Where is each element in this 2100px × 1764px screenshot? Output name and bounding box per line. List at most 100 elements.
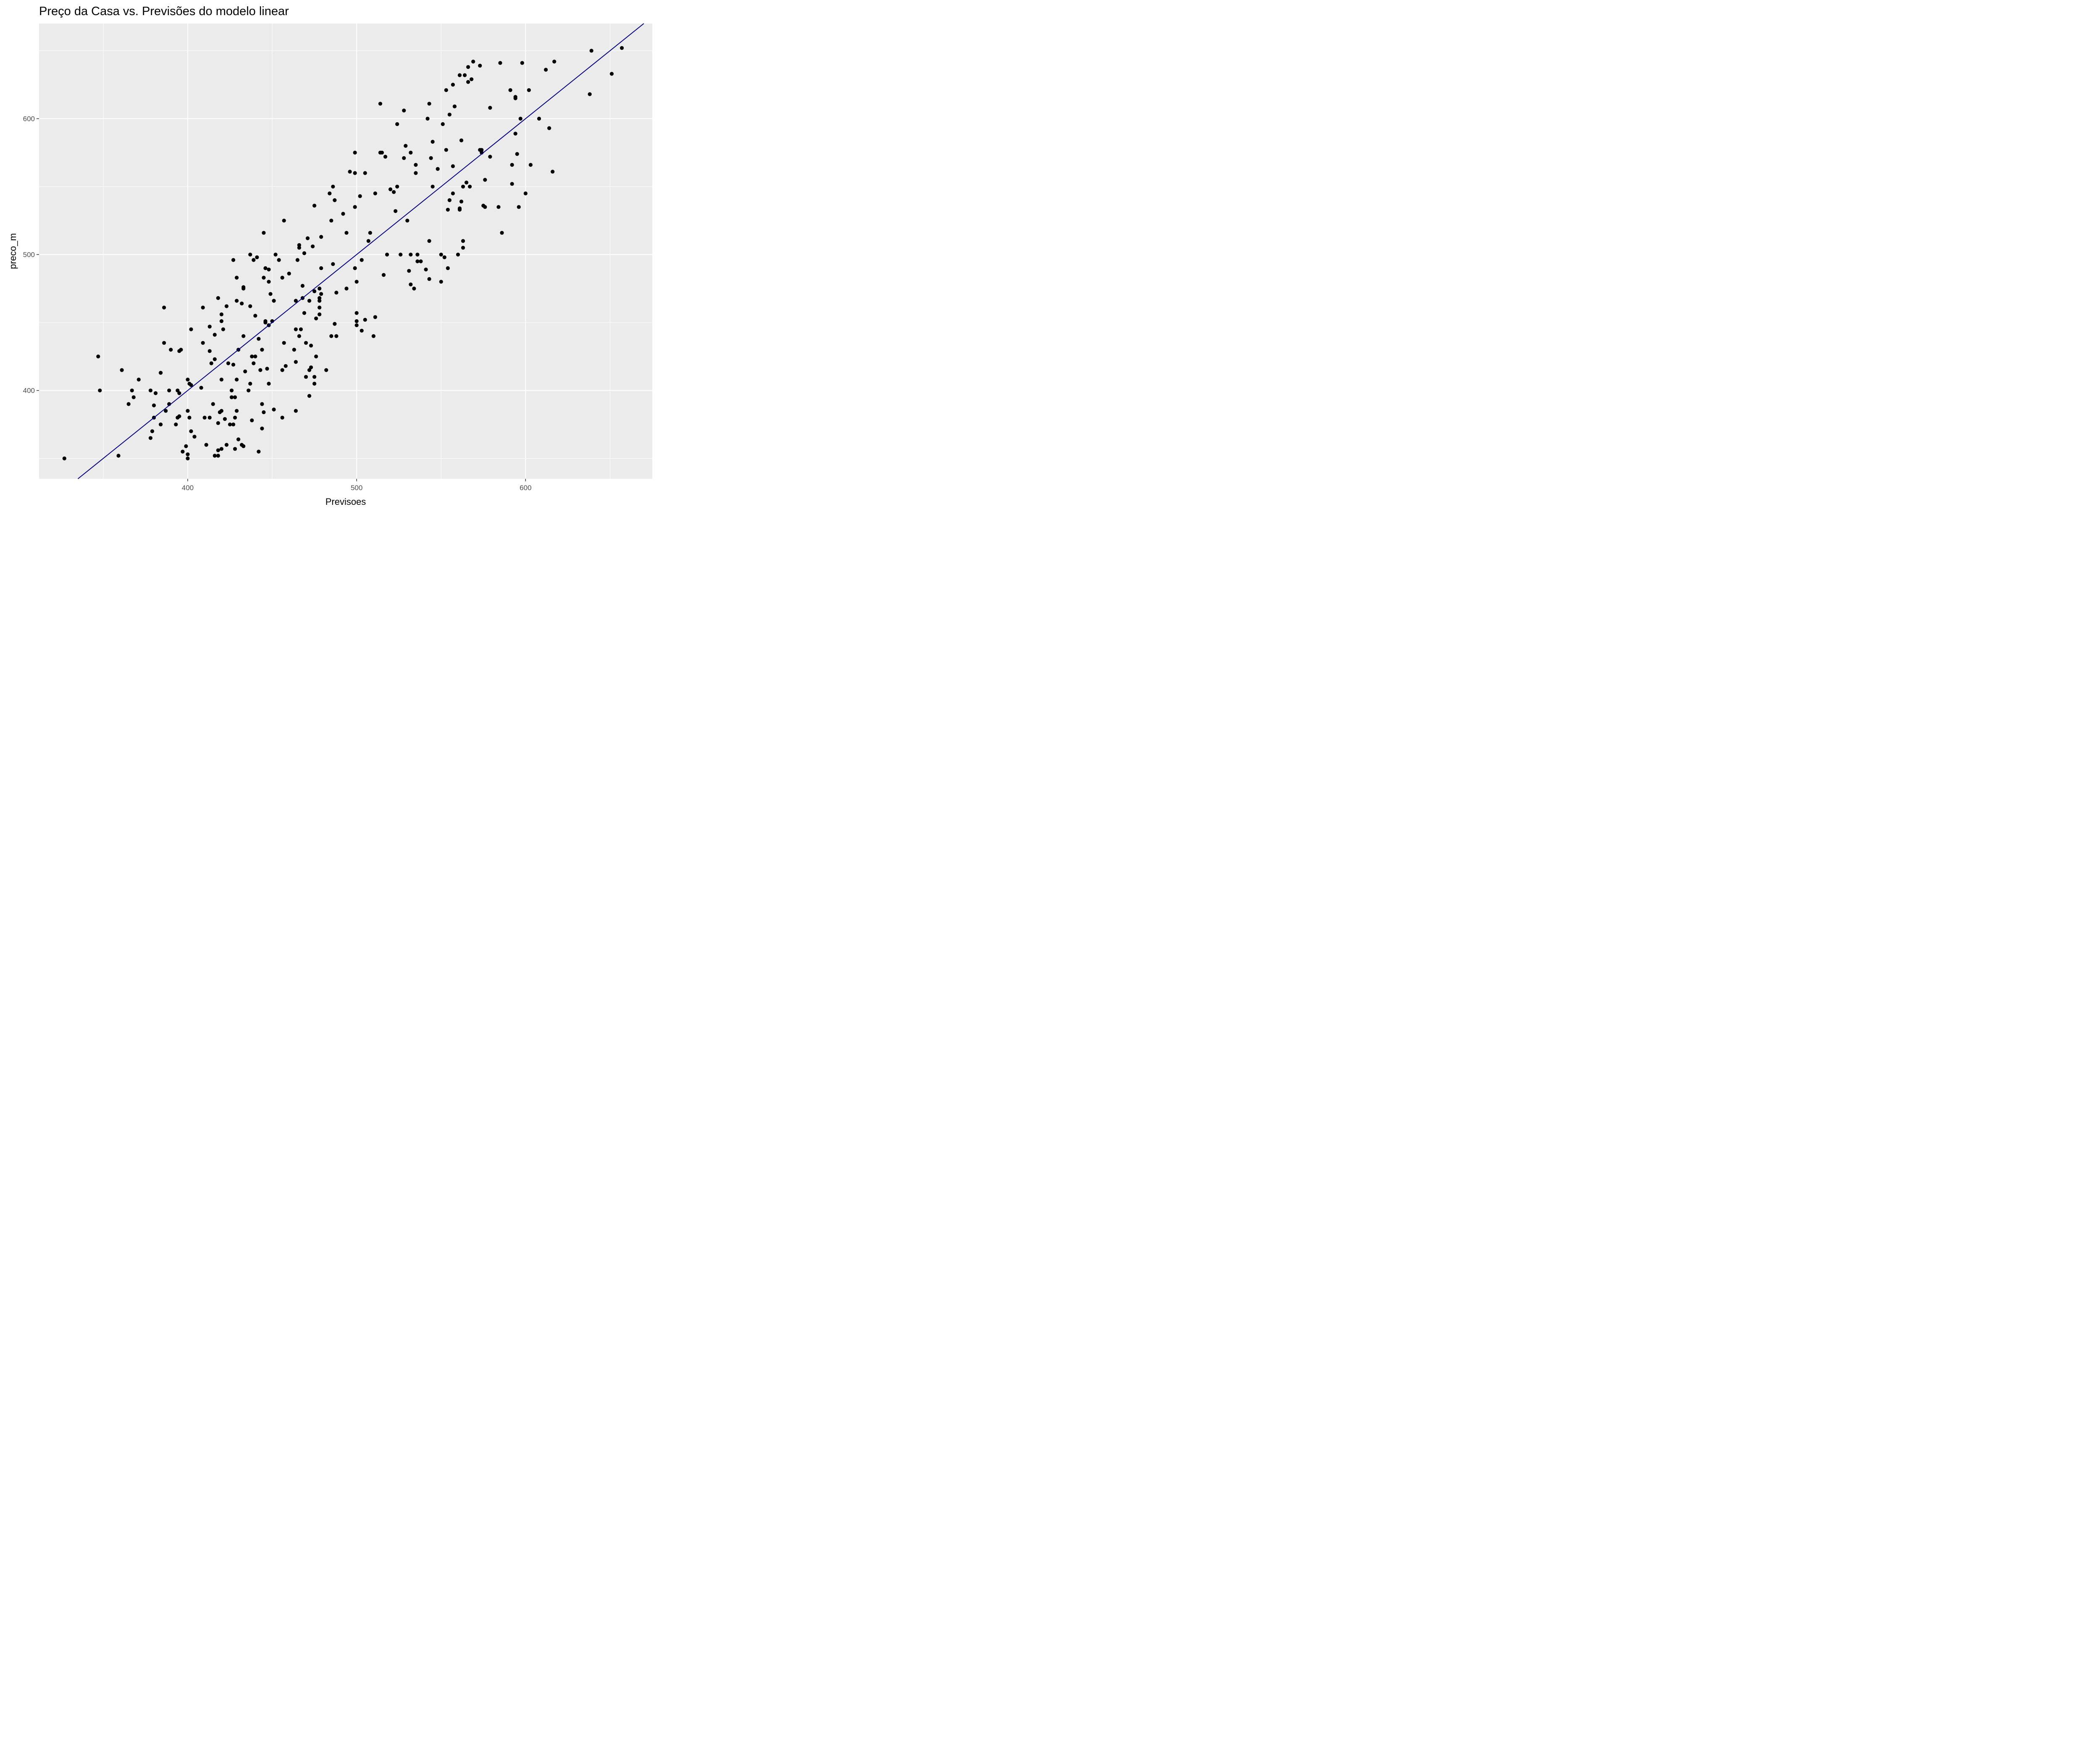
x-axis-title: Previsoes — [326, 496, 366, 507]
data-point — [394, 209, 398, 213]
data-point — [268, 292, 273, 296]
data-point — [319, 235, 323, 239]
data-point — [318, 296, 322, 300]
data-point — [312, 289, 317, 294]
data-point — [233, 447, 237, 451]
data-point — [480, 148, 484, 152]
data-point — [429, 156, 433, 160]
data-point — [344, 231, 349, 235]
data-point — [186, 456, 190, 461]
data-point — [333, 322, 337, 326]
data-point — [273, 252, 278, 257]
data-point — [415, 252, 420, 257]
data-point — [314, 316, 318, 320]
data-point — [216, 448, 220, 452]
data-point — [280, 415, 284, 420]
data-point — [528, 163, 533, 167]
data-point — [468, 184, 472, 189]
data-point — [496, 205, 501, 209]
data-point — [189, 429, 193, 433]
data-point — [456, 252, 460, 257]
x-axis: 400 500 600 — [182, 479, 532, 492]
data-point — [248, 381, 252, 386]
data-point — [231, 362, 236, 367]
data-point — [328, 191, 332, 196]
data-point — [219, 312, 223, 317]
data-point — [348, 170, 352, 174]
data-point — [470, 77, 474, 81]
data-point — [148, 436, 153, 440]
y-tick-label: 500 — [23, 251, 35, 259]
data-point — [62, 456, 66, 461]
data-point — [257, 337, 261, 341]
data-point — [427, 277, 431, 281]
data-point — [312, 204, 317, 208]
data-point — [451, 164, 455, 168]
y-axis: 400 500 600 — [23, 115, 39, 395]
scatter-chart: Preço da Casa vs. Previsões do modelo li… — [8, 5, 652, 507]
data-point — [219, 319, 223, 323]
data-point — [120, 368, 124, 372]
data-point — [169, 347, 173, 352]
data-point — [262, 231, 266, 235]
data-point — [354, 311, 359, 315]
data-point — [267, 280, 271, 284]
reference-line-path — [77, 23, 644, 479]
data-point — [260, 426, 264, 430]
data-point — [353, 150, 357, 155]
data-point — [247, 388, 251, 393]
data-point — [162, 341, 166, 345]
data-point — [229, 388, 234, 393]
data-point — [201, 305, 205, 310]
data-point — [252, 258, 256, 262]
data-point — [368, 231, 372, 235]
data-point — [425, 116, 430, 121]
data-point — [253, 314, 257, 318]
data-point — [515, 152, 519, 156]
data-point — [404, 144, 408, 148]
data-point — [280, 368, 284, 372]
data-point — [430, 184, 435, 189]
data-point — [309, 365, 313, 370]
data-point — [527, 88, 531, 92]
grid-minor — [39, 24, 652, 479]
data-point — [412, 286, 416, 291]
data-point — [409, 252, 413, 257]
data-point — [407, 269, 411, 273]
data-point — [341, 212, 345, 216]
data-points — [62, 46, 624, 461]
data-point — [231, 258, 236, 262]
data-point — [459, 200, 464, 204]
data-point — [184, 444, 188, 448]
data-point — [439, 280, 443, 284]
data-point — [243, 369, 247, 373]
data-point — [186, 452, 190, 457]
data-point — [187, 415, 192, 420]
data-point — [277, 258, 281, 262]
data-point — [318, 299, 322, 303]
data-point — [334, 334, 339, 338]
data-point — [294, 327, 298, 331]
data-point — [483, 205, 487, 209]
data-point — [444, 148, 448, 152]
plot-panel — [39, 24, 652, 479]
data-point — [392, 190, 396, 194]
data-point — [318, 286, 322, 291]
data-point — [409, 282, 413, 286]
data-point — [329, 334, 333, 338]
data-point — [451, 83, 455, 87]
data-point — [409, 150, 413, 155]
data-point — [282, 341, 286, 345]
data-point — [517, 205, 521, 209]
data-point — [153, 391, 158, 395]
data-point — [331, 262, 335, 266]
data-point — [131, 395, 136, 399]
data-point — [424, 268, 428, 272]
data-point — [262, 410, 266, 415]
data-point — [466, 80, 470, 84]
data-point — [167, 388, 171, 393]
data-point — [333, 198, 337, 202]
data-point — [255, 255, 259, 260]
data-point — [399, 252, 403, 257]
data-point — [518, 116, 522, 121]
